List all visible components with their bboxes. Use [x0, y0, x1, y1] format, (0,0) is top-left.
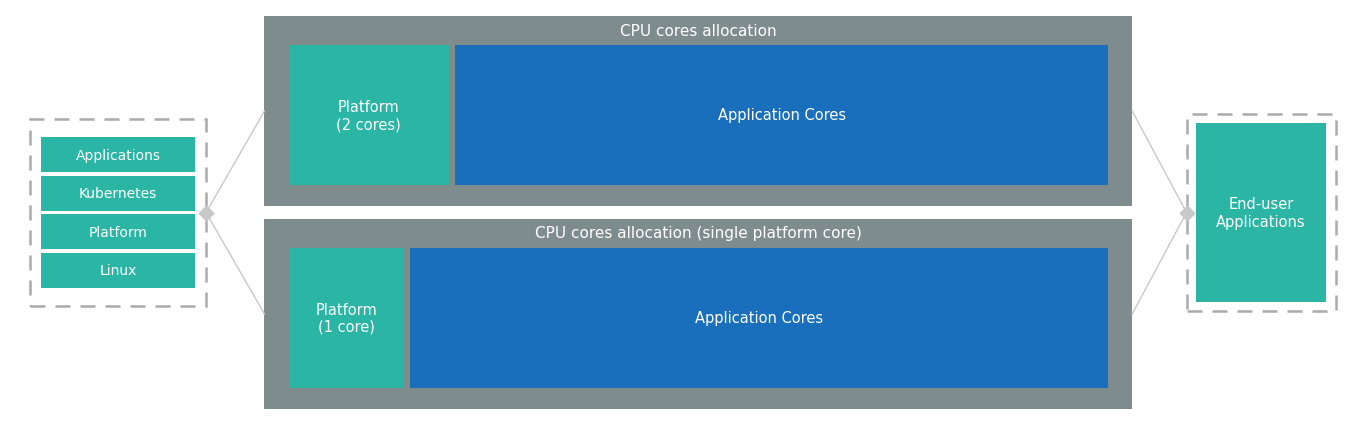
Text: Kubernetes: Kubernetes — [79, 187, 157, 201]
FancyBboxPatch shape — [411, 248, 1108, 388]
Text: Application Cores: Application Cores — [696, 311, 823, 325]
Text: CPU cores allocation (single platform core): CPU cores allocation (single platform co… — [534, 226, 862, 241]
Text: Platform: Platform — [88, 225, 148, 239]
Text: Application Cores: Application Cores — [717, 108, 846, 123]
Point — [195, 210, 217, 216]
Text: Linux: Linux — [99, 264, 137, 277]
Text: CPU cores allocation: CPU cores allocation — [620, 23, 777, 38]
FancyBboxPatch shape — [1196, 124, 1326, 302]
Point — [1176, 210, 1197, 216]
FancyBboxPatch shape — [289, 46, 449, 185]
FancyBboxPatch shape — [41, 215, 195, 250]
FancyBboxPatch shape — [264, 17, 1132, 207]
Text: Applications: Applications — [76, 149, 160, 162]
FancyBboxPatch shape — [289, 248, 404, 388]
Text: End-user
Applications: End-user Applications — [1216, 197, 1306, 229]
FancyBboxPatch shape — [41, 253, 195, 288]
FancyBboxPatch shape — [41, 176, 195, 211]
FancyBboxPatch shape — [41, 138, 195, 173]
Text: Platform
(2 cores): Platform (2 cores) — [336, 100, 401, 132]
Text: Platform
(1 core): Platform (1 core) — [316, 302, 377, 334]
FancyBboxPatch shape — [264, 219, 1132, 409]
FancyBboxPatch shape — [456, 46, 1108, 185]
